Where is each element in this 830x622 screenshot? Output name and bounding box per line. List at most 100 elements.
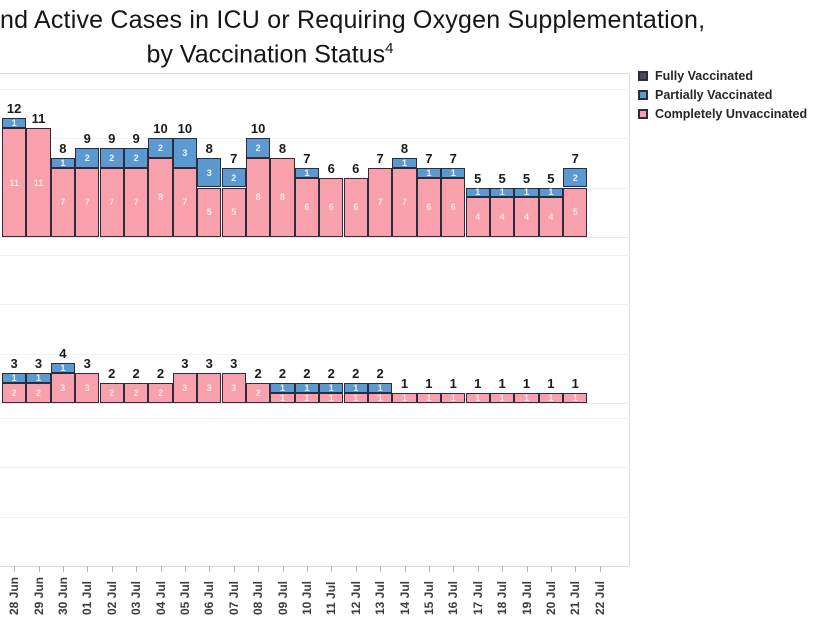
- bar-total-label: 9: [132, 130, 140, 146]
- bar-segment-completely-unvaccinated: 7: [367, 167, 393, 237]
- bar-total-label: 8: [59, 140, 67, 156]
- bar-segment-partially-vaccinated: 1: [26, 373, 51, 383]
- gridline: [0, 88, 630, 90]
- bar-segment-completely-unvaccinated: 3: [50, 373, 76, 403]
- bar-segment-completely-unvaccinated: 1: [489, 393, 515, 403]
- bar-segment-completely-unvaccinated: 3: [221, 373, 246, 403]
- bar-segment-completely-unvaccinated: 1: [465, 393, 490, 403]
- bar-segment-completely-unvaccinated: 1: [367, 393, 393, 403]
- bar-segment-completely-unvaccinated: 2: [245, 383, 271, 403]
- bar-total-label: 8: [205, 140, 213, 156]
- bar-total-label: 2: [132, 366, 140, 382]
- bar-segment-completely-unvaccinated: 3: [197, 373, 222, 403]
- bar-segment-partially-vaccinated: 2: [148, 138, 173, 158]
- bar-segment-partially-vaccinated: 1: [465, 187, 490, 197]
- bar-total-label: 2: [108, 366, 116, 382]
- legend-item-completely-unvaccinated: Completely Unvaccinated: [638, 107, 807, 121]
- legend-label: Partially Vaccinated: [655, 88, 773, 102]
- x-axis-tick: [428, 566, 430, 572]
- bar-total-label: 5: [474, 170, 482, 186]
- bar-segment-completely-unvaccinated: 6: [343, 177, 368, 237]
- x-axis-tick: [184, 566, 186, 572]
- gridline: [0, 417, 630, 419]
- x-axis-tick: [160, 566, 162, 572]
- bar-total-label: 6: [327, 160, 335, 176]
- gridline: [0, 353, 630, 355]
- x-axis-tick: [453, 566, 455, 572]
- bar-segment-partially-vaccinated: 2: [75, 147, 100, 168]
- bar-total-label: 2: [278, 366, 287, 382]
- bar-segment-partially-vaccinated: 2: [563, 167, 588, 188]
- bar-segment-completely-unvaccinated: 1: [563, 393, 588, 403]
- bar-segment-partially-vaccinated: 1: [319, 383, 344, 393]
- x-axis-tick: [258, 566, 260, 572]
- bar-segment-partially-vaccinated: 1: [50, 158, 76, 168]
- bar-segment-partially-vaccinated: 3: [172, 138, 198, 168]
- bar-segment-completely-unvaccinated: 1: [441, 393, 466, 403]
- legend-swatch-partially-vaccinated-icon: [638, 90, 648, 100]
- bar-segment-completely-unvaccinated: 1: [392, 393, 417, 403]
- bar-total-label: 2: [352, 366, 360, 382]
- chart-title-line2-text: by Vaccination Status: [146, 40, 386, 69]
- bar-segment-partially-vaccinated: 1: [294, 168, 320, 178]
- bar-total-label: 2: [376, 366, 384, 382]
- x-axis-label: 09 Jul: [275, 580, 290, 615]
- x-axis-label: 17 Jul: [470, 580, 485, 615]
- x-axis-tick: [62, 566, 64, 572]
- bar-segment-completely-unvaccinated: 5: [221, 187, 246, 237]
- bar-segment-completely-unvaccinated: 7: [172, 167, 198, 237]
- bar-segment-completely-unvaccinated: 6: [416, 177, 442, 237]
- x-axis-tick: [599, 566, 601, 572]
- x-axis-tick: [282, 566, 284, 572]
- bar-segment-completely-unvaccinated: 11: [26, 128, 51, 237]
- bar-segment-partially-vaccinated: 1: [1, 118, 27, 128]
- bar-segment-completely-unvaccinated: 1: [416, 393, 442, 403]
- x-axis-tick: [111, 566, 113, 572]
- x-axis-label: 29 Jun: [31, 576, 46, 615]
- plot-right-border: [629, 73, 630, 566]
- x-axis-label: 21 Jul: [568, 580, 583, 615]
- bar-total-label: 7: [376, 150, 384, 166]
- bar-segment-completely-unvaccinated: 4: [514, 197, 539, 237]
- legend-label: Fully Vaccinated: [655, 69, 753, 83]
- bar-segment-completely-unvaccinated: 2: [148, 383, 173, 403]
- bar-segment-partially-vaccinated: 2: [221, 167, 246, 188]
- x-axis-label: 13 Jul: [373, 580, 388, 615]
- bar-segment-completely-unvaccinated: 1: [343, 393, 368, 403]
- gridline: [0, 138, 630, 139]
- bar-segment-completely-unvaccinated: 7: [392, 167, 417, 237]
- legend-label: Completely Unvaccinated: [655, 107, 808, 121]
- legend-swatch-fully-vaccinated-icon: [638, 71, 648, 81]
- bar-total-label: 3: [34, 356, 43, 372]
- bar-segment-partially-vaccinated: 1: [416, 168, 442, 178]
- bar-segment-partially-vaccinated: 2: [99, 147, 124, 168]
- bar-segment-completely-unvaccinated: 2: [123, 383, 149, 403]
- bar-total-label: 9: [83, 130, 91, 146]
- x-axis-label: 20 Jul: [543, 580, 558, 615]
- bar-segment-completely-unvaccinated: 5: [197, 187, 222, 237]
- x-axis-label: 14 Jul: [397, 580, 412, 615]
- bar-segment-completely-unvaccinated: 8: [148, 157, 173, 237]
- bar-total-label: 8: [400, 140, 409, 156]
- bar-segment-partially-vaccinated: 1: [294, 383, 320, 393]
- x-axis-label: 16 Jul: [446, 580, 461, 615]
- bar-total-label: 7: [449, 150, 457, 166]
- bar-segment-completely-unvaccinated: 8: [245, 157, 271, 237]
- x-axis-tick: [380, 566, 382, 572]
- bar-total-label: 10: [250, 121, 266, 136]
- bar-total-label: 1: [449, 376, 457, 392]
- bar-segment-completely-unvaccinated: 7: [75, 167, 100, 237]
- bar-total-label: 7: [425, 150, 433, 166]
- x-axis-label: 04 Jul: [153, 580, 168, 615]
- x-axis-tick: [209, 566, 211, 572]
- x-axis-tick: [355, 566, 357, 572]
- bar-total-label: 5: [522, 170, 531, 186]
- x-axis-tick: [87, 566, 89, 572]
- bar-total-label: 7: [230, 150, 238, 166]
- legend-item-partially-vaccinated: Partially Vaccinated: [638, 88, 807, 102]
- bar-total-label: 3: [83, 356, 91, 372]
- bar-segment-completely-unvaccinated: 2: [1, 383, 27, 403]
- title-footnote-superscript: 4: [385, 40, 394, 57]
- bar-total-label: 2: [327, 366, 335, 382]
- bar-total-label: 2: [156, 366, 165, 382]
